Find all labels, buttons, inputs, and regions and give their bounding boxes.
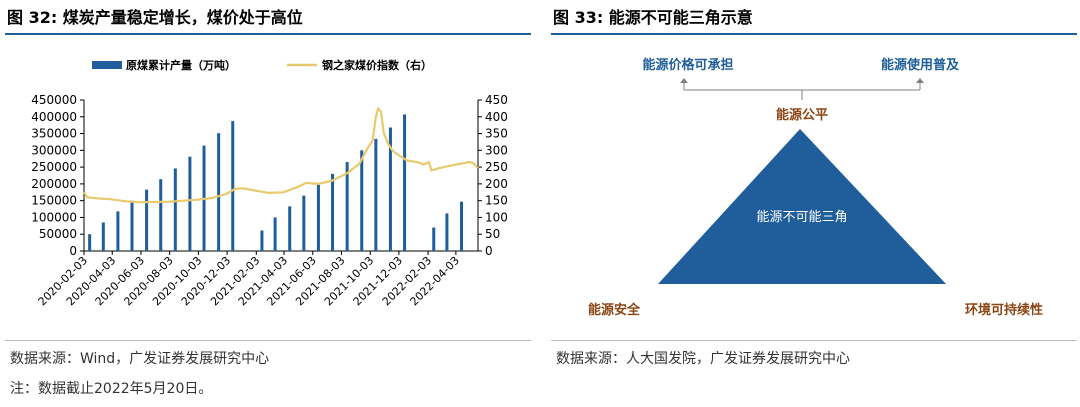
right-bottom-rule: [551, 340, 1077, 341]
production-bar: [116, 211, 120, 251]
y-left-tick-label: 250000: [31, 160, 77, 174]
y-right-tick-label: 0: [485, 244, 493, 258]
production-bar: [260, 230, 264, 251]
production-bar: [173, 168, 177, 251]
production-bar: [288, 206, 292, 251]
production-bar: [331, 173, 335, 251]
production-bar: [403, 114, 407, 251]
y-left-tick-label: 350000: [31, 127, 77, 141]
y-left-tick-label: 150000: [31, 194, 77, 208]
production-bar: [345, 162, 349, 251]
production-bar: [273, 217, 277, 251]
chart-axes: 0500001000001500002000002500003000003500…: [31, 93, 508, 308]
impossible-triangle-shape: [658, 129, 946, 284]
left-title-rule: [5, 33, 531, 35]
y-right-tick-label: 150: [485, 194, 508, 208]
production-bar: [445, 213, 449, 251]
y-left-tick-label: 0: [69, 244, 77, 258]
production-bars: [88, 114, 464, 251]
price-index-line-group: [83, 107, 479, 204]
impossible-triangle-diagram: 能源价格可承担 能源使用普及 能源公平 能源不可能三角 能源安全 环境可持续性: [588, 57, 1043, 318]
legend-label-price-index: 钢之家煤价指数（右）: [322, 58, 432, 72]
production-bar: [460, 201, 464, 251]
label-environmental-sustainability: 环境可持续性: [965, 302, 1043, 318]
bracket-arrowheads: [680, 78, 924, 83]
label-energy-security: 能源安全: [588, 302, 641, 318]
price-index-line: [83, 107, 479, 204]
right-title-rule: [551, 33, 1077, 35]
y-right-tick-label: 100: [485, 210, 508, 224]
y-left-tick-label: 450000: [31, 93, 77, 107]
label-universal-access: 能源使用普及: [881, 57, 960, 73]
production-bar: [316, 184, 320, 251]
y-right-tick-label: 250: [485, 160, 508, 174]
y-left-tick-label: 200000: [31, 177, 77, 191]
y-right-tick-label: 450: [485, 93, 508, 107]
y-left-tick-label: 400000: [31, 110, 77, 124]
production-bar: [188, 156, 192, 251]
bracket-connector: [683, 82, 921, 100]
legend-swatch-production: [92, 61, 122, 69]
production-bar: [360, 150, 364, 251]
production-bar: [374, 138, 378, 251]
production-bar: [231, 121, 235, 251]
y-right-tick-label: 400: [485, 110, 508, 124]
coal-chart: 原煤累计产量（万吨） 钢之家煤价指数（右） 0 50000 100000 150000…: [31, 58, 508, 308]
production-bar: [432, 227, 436, 251]
y-right-tick-label: 350: [485, 127, 508, 141]
y-left-tick-label: 100000: [31, 210, 77, 224]
production-bar: [217, 133, 221, 251]
left-source-note: 数据来源：Wind，广发证券发展研究中心: [10, 351, 270, 367]
y-right-tick-label: 300: [485, 143, 508, 157]
right-panel-title: 图 33: 能源不可能三角示意: [553, 8, 753, 27]
right-source-note: 数据来源：人大国发院，广发证券发展研究中心: [556, 351, 850, 367]
left-panel-title: 图 32: 煤炭产量稳定增长，煤价处于高位: [7, 8, 303, 27]
production-bar: [101, 222, 105, 251]
production-bar: [130, 200, 134, 251]
production-bar: [88, 234, 92, 251]
y-left-tick-label: 300000: [31, 143, 77, 157]
triangle-center-label: 能源不可能三角: [756, 210, 847, 225]
label-energy-equity: 能源公平: [776, 107, 828, 123]
production-bar: [159, 179, 163, 251]
y-left-tick-label: 50000: [39, 227, 77, 241]
production-bar: [302, 195, 306, 251]
left-bottom-rule: [5, 340, 531, 341]
chart-legend: 原煤累计产量（万吨） 钢之家煤价指数（右）: [92, 58, 432, 72]
label-affordability: 能源价格可承担: [642, 57, 733, 73]
y-right-tick-label: 200: [485, 177, 508, 191]
legend-label-production: 原煤累计产量（万吨）: [126, 58, 236, 72]
y-right-tick-label: 50: [485, 227, 500, 241]
production-bar: [145, 189, 149, 251]
production-bar: [388, 127, 392, 251]
left-footnote: 注：数据截止2022年5月20日。: [10, 381, 213, 397]
